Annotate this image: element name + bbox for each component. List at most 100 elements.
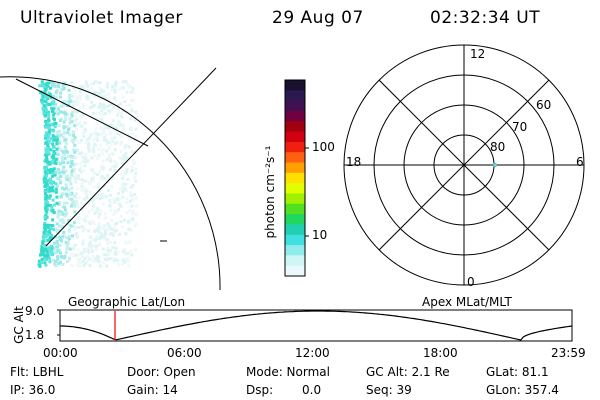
image-pixel bbox=[82, 169, 86, 173]
image-pixel bbox=[63, 201, 66, 205]
image-pixel bbox=[77, 258, 81, 262]
image-pixel bbox=[63, 208, 67, 212]
image-pixel bbox=[43, 190, 47, 194]
image-pixel bbox=[132, 150, 136, 154]
image-pixel bbox=[125, 189, 128, 193]
image-pixel bbox=[52, 150, 56, 153]
image-pixel bbox=[102, 127, 106, 131]
info-ip: IP: 36.0 bbox=[10, 383, 56, 397]
image-pixel bbox=[92, 221, 96, 225]
image-pixel bbox=[87, 210, 91, 214]
image-pixel bbox=[77, 221, 81, 225]
image-pixel bbox=[51, 110, 54, 113]
image-pixel bbox=[123, 218, 126, 222]
image-pixel bbox=[54, 109, 58, 113]
image-pixel bbox=[73, 210, 77, 214]
image-pixel bbox=[78, 162, 82, 166]
image-pixel bbox=[73, 124, 77, 128]
image-pixel bbox=[108, 240, 112, 244]
image-pixel bbox=[114, 81, 117, 85]
mlt-label-18: 18 bbox=[346, 155, 362, 169]
image-pixel bbox=[99, 126, 103, 130]
image-pixel bbox=[110, 231, 114, 235]
image-pixel bbox=[61, 135, 65, 139]
image-pixel bbox=[91, 238, 95, 241]
image-pixel bbox=[63, 114, 67, 118]
image-pixel bbox=[41, 240, 45, 244]
image-pixel bbox=[43, 226, 47, 230]
colorbar-segment bbox=[285, 193, 305, 205]
image-pixel bbox=[72, 201, 76, 205]
image-pixel bbox=[124, 151, 128, 155]
image-pixel bbox=[63, 156, 67, 160]
image-pixel bbox=[77, 226, 81, 229]
image-pixel bbox=[81, 242, 85, 246]
image-pixel bbox=[74, 90, 78, 94]
image-pixel bbox=[40, 244, 44, 248]
image-pixel bbox=[51, 113, 55, 117]
image-pixel bbox=[79, 217, 82, 221]
image-pixel bbox=[53, 117, 56, 121]
image-pixel bbox=[70, 169, 74, 173]
image-pixel bbox=[61, 225, 65, 229]
image-pixel bbox=[104, 232, 107, 236]
image-pixel bbox=[93, 230, 97, 233]
image-pixel bbox=[71, 94, 75, 98]
image-pixel bbox=[51, 80, 55, 84]
image-pixel bbox=[44, 213, 48, 217]
image-pixel bbox=[51, 94, 55, 98]
image-pixel bbox=[88, 242, 92, 246]
image-pixel bbox=[88, 136, 92, 140]
image-pixel bbox=[117, 191, 120, 195]
image-pixel bbox=[116, 107, 120, 111]
image-pixel bbox=[108, 257, 112, 261]
image-pixel bbox=[37, 259, 41, 263]
image-pixel bbox=[88, 257, 92, 261]
image-pixel bbox=[98, 260, 102, 264]
image-pixel bbox=[61, 170, 65, 174]
image-pixel bbox=[107, 252, 111, 255]
image-pixel bbox=[44, 94, 48, 97]
image-pixel bbox=[98, 264, 102, 268]
image-pixel bbox=[61, 192, 65, 196]
image-pixel bbox=[51, 171, 55, 175]
image-pixel bbox=[55, 142, 59, 146]
colorbar-segment bbox=[285, 265, 305, 277]
image-pixel bbox=[66, 260, 69, 263]
image-pixel bbox=[125, 156, 128, 160]
image-pixel bbox=[129, 127, 133, 131]
image-pixel bbox=[70, 114, 74, 118]
image-pixel bbox=[84, 80, 88, 84]
geographic-grid bbox=[0, 67, 221, 291]
image-pixel bbox=[69, 165, 73, 168]
image-pixel bbox=[47, 115, 51, 119]
image-pixel bbox=[50, 83, 54, 87]
image-pixel bbox=[106, 174, 110, 178]
image-pixel bbox=[60, 156, 64, 160]
image-pixel bbox=[42, 253, 46, 256]
image-pixel bbox=[56, 183, 60, 187]
image-pixel bbox=[43, 221, 47, 225]
image-pixel bbox=[96, 172, 100, 176]
image-pixel bbox=[66, 241, 70, 245]
image-pixel bbox=[58, 201, 62, 205]
image-pixel bbox=[70, 81, 73, 84]
image-pixel bbox=[52, 129, 56, 133]
image-pixel bbox=[78, 84, 82, 88]
image-pixel bbox=[74, 162, 78, 166]
colorbar-segment bbox=[285, 152, 305, 164]
image-pixel bbox=[107, 224, 111, 228]
info-dsp: Dsp: bbox=[246, 383, 274, 397]
image-pixel bbox=[70, 174, 74, 177]
image-pixel bbox=[92, 244, 96, 248]
image-pixel bbox=[89, 82, 93, 86]
image-pixel bbox=[123, 100, 127, 104]
image-pixel bbox=[59, 148, 63, 152]
image-pixel bbox=[63, 138, 67, 142]
image-pixel bbox=[96, 185, 100, 189]
image-pixel bbox=[75, 121, 79, 125]
image-pixel bbox=[101, 147, 105, 151]
image-pixel bbox=[68, 94, 71, 97]
image-pixel bbox=[82, 103, 86, 107]
